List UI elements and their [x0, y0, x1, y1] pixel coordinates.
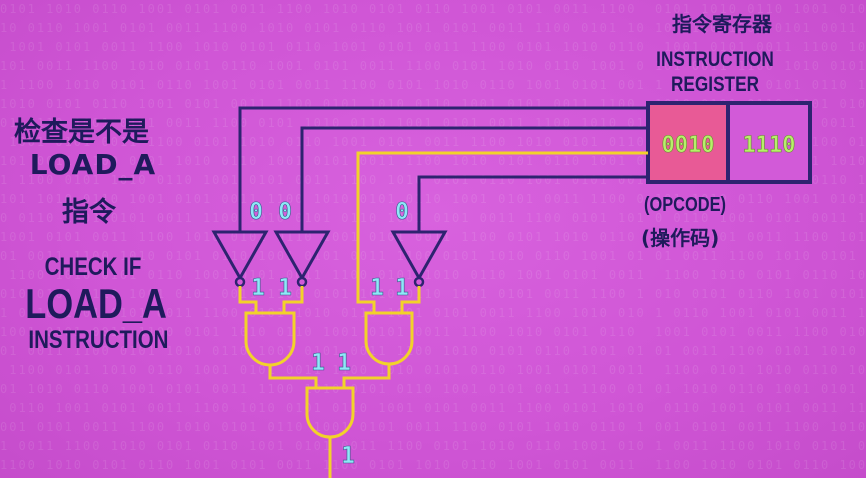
not-input-bit-1: 0: [249, 199, 263, 225]
register-title-zh: 指令寄存器: [672, 12, 772, 36]
left-caption-en-line1: CHECK IF: [44, 253, 142, 281]
and-intermediate-bit-2: 1: [337, 350, 351, 376]
opcode-caption-zh: (操作码): [641, 226, 720, 250]
and-gate-2: [364, 311, 414, 366]
not-to-and-wires: [238, 286, 421, 313]
register-title-en-line2: REGISTER: [670, 73, 760, 96]
register-wire-yellow: [356, 151, 648, 313]
left-caption-zh-line2: LOAD_A: [29, 148, 157, 181]
not-gate-2: [273, 230, 331, 288]
address-bits: 1110: [743, 133, 796, 158]
left-caption-en-line3: INSTRUCTION: [28, 326, 169, 354]
opcode-caption-en: (OPCODE): [644, 194, 726, 216]
opcode-bits: 0010: [662, 133, 715, 158]
and-gate-final: [305, 386, 355, 439]
and-intermediate-bit-1: 1: [311, 350, 325, 376]
left-caption-zh-line1: 检查是不是: [14, 117, 149, 148]
final-output-bit: 1: [341, 443, 355, 469]
opcode-register-cell: [646, 101, 730, 184]
not-output-bit-3: 1: [370, 275, 384, 301]
not-input-bit-3: 0: [395, 199, 409, 225]
not-output-bit-1: 1: [251, 275, 265, 301]
and-gate-1: [244, 311, 296, 367]
left-caption-zh-line3: 指令: [62, 197, 116, 228]
address-register-cell: [726, 101, 812, 184]
and-to-final-wires: [268, 364, 391, 388]
not-output-bit-2: 1: [278, 275, 292, 301]
not-output-bit-4: 1: [395, 275, 409, 301]
register-title-en-line1: INSTRUCTION: [656, 48, 774, 71]
left-caption-en-line2: LOAD_A: [25, 280, 167, 327]
register-wires-dark: [238, 106, 648, 232]
not-input-bit-2: 0: [278, 199, 292, 225]
